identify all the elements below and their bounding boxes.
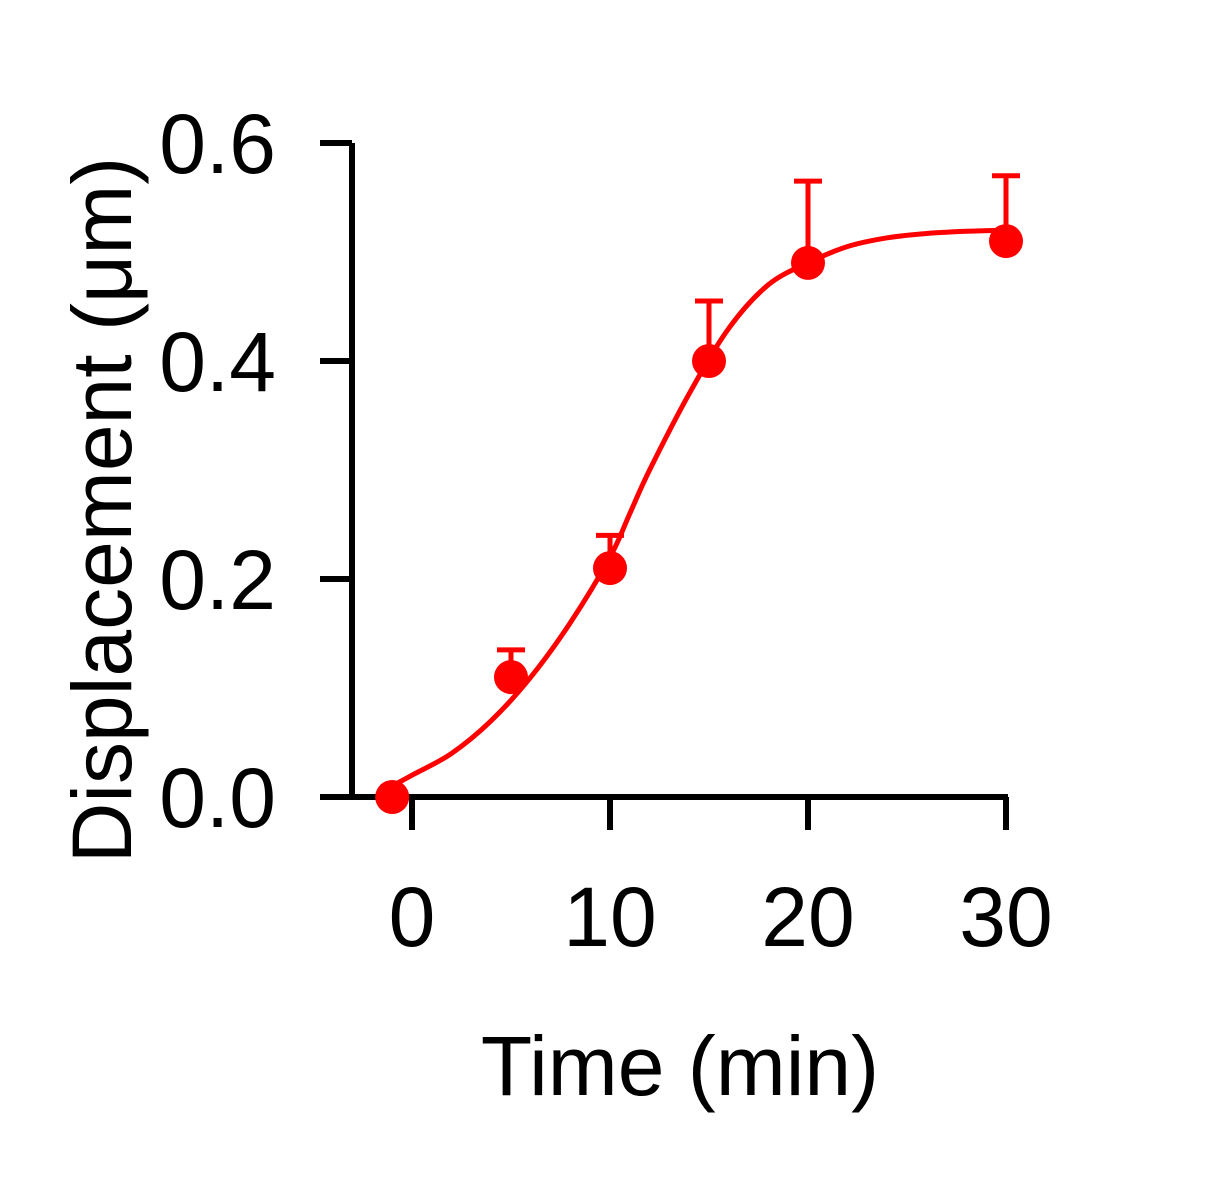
- y-tick-label: 0.2: [159, 533, 276, 627]
- y-tick-label: 0.6: [159, 97, 276, 191]
- data-points: [375, 224, 1023, 814]
- y-ticks: 0.0 0.2 0.4 0.6: [159, 97, 352, 845]
- x-tick-label: 0: [389, 870, 436, 964]
- data-point: [989, 224, 1023, 259]
- y-axis-title: Displacement (μm): [55, 157, 149, 864]
- y-tick-label: 0.0: [159, 751, 276, 845]
- y-tick-label: 0.4: [159, 315, 276, 409]
- x-tick-label: 10: [563, 870, 656, 964]
- x-ticks: 0 10 20 30: [389, 797, 1053, 964]
- x-tick-label: 30: [959, 870, 1052, 964]
- error-bars: [497, 173, 1020, 678]
- data-point: [375, 780, 410, 814]
- data-point: [593, 551, 627, 586]
- x-axis-title: Time (min): [481, 1019, 879, 1113]
- fit-curve: [390, 227, 1007, 789]
- data-point: [791, 245, 825, 280]
- x-tick-label: 20: [761, 870, 854, 964]
- axes: [320, 143, 1008, 800]
- data-point: [692, 344, 726, 378]
- data-point: [494, 660, 528, 695]
- fit-curve-group: [390, 227, 1007, 789]
